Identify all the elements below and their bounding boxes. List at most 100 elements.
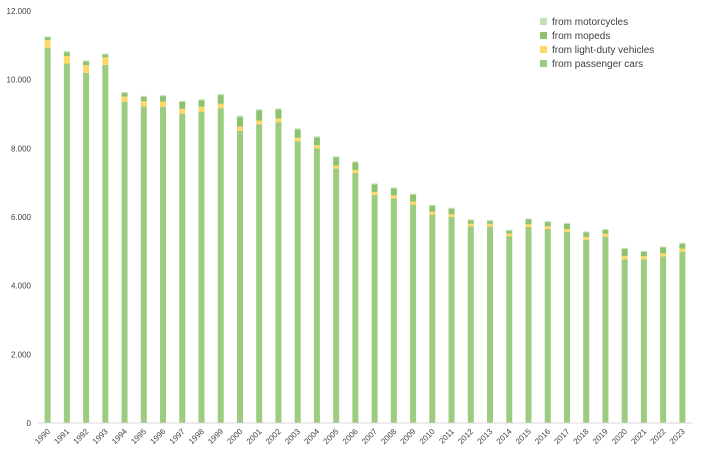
x-tick-label: 1994: [110, 427, 129, 446]
bar-segment-2-1997: [179, 108, 186, 114]
bar-segment-4-1996: [160, 95, 167, 97]
bar-segment-3-1991: [63, 52, 70, 56]
bar-segment-2-2006: [352, 169, 359, 174]
x-tick-label: 1990: [33, 427, 52, 446]
bar-segment-3-1990: [44, 37, 51, 41]
bar-segment-1-1999: [217, 108, 224, 423]
y-axis: 0 2.000 4.000 6.000 8.000 10.000 12.000: [7, 7, 32, 428]
x-tick-label: 2003: [283, 427, 302, 446]
y-tick-label: 2.000: [11, 350, 32, 359]
bar-segment-4-1998: [198, 99, 205, 101]
bar-segment-3-2009: [410, 194, 417, 202]
bar-segment-4-2000: [236, 115, 243, 118]
legend-label: from passenger cars: [552, 59, 643, 70]
y-tick-label: 12.000: [7, 7, 32, 16]
bar-segment-1-2005: [333, 168, 340, 423]
bar-segment-1-2008: [390, 198, 397, 423]
legend: from motorcycles from mopeds from light-du…: [540, 17, 654, 70]
bar-segment-4-2018: [583, 231, 590, 233]
bar-segment-4-2017: [563, 222, 570, 224]
legend-swatch: [540, 32, 547, 39]
bar-segment-1-2000: [236, 130, 243, 423]
bar-segment-1-2016: [544, 229, 551, 423]
bar-segment-4-2023: [679, 242, 686, 244]
bar-segment-1-2003: [294, 141, 301, 423]
bar-segment-1-2006: [352, 173, 359, 423]
bar-segment-4-2016: [544, 221, 551, 223]
bar-segment-1-2011: [448, 217, 455, 423]
bar-segment-2-2005: [333, 165, 340, 169]
bar-segment-1-2007: [371, 195, 378, 423]
bar-segment-3-2023: [679, 243, 686, 249]
bars: [44, 36, 686, 424]
bar-segment-3-2018: [583, 232, 590, 237]
bar-segment-2-2010: [429, 211, 436, 215]
bar-segment-3-2006: [352, 162, 359, 170]
bar-segment-1-2009: [410, 204, 417, 423]
x-tick-label: 2015: [514, 427, 533, 446]
bar-segment-1-1998: [198, 111, 205, 423]
x-tick-label: 2012: [456, 427, 475, 446]
bar-segment-4-2006: [352, 161, 359, 163]
bar-segment-2-2014: [506, 233, 513, 237]
bar-segment-1-2018: [583, 239, 590, 423]
x-tick-label: 1993: [91, 427, 110, 446]
x-tick-label: 2018: [572, 427, 591, 446]
x-tick-label: 2022: [649, 427, 668, 446]
x-tick-label: 2019: [591, 427, 610, 446]
bar-segment-2-2021: [640, 256, 647, 260]
x-tick-label: 1997: [168, 427, 187, 446]
x-tick-label: 2010: [418, 427, 437, 446]
legend-label: from motorcycles: [552, 17, 628, 28]
x-tick-label: 2020: [610, 427, 629, 446]
x-tick-label: 2004: [302, 427, 321, 446]
bar-segment-4-2022: [660, 246, 667, 248]
x-tick-label: 1999: [206, 427, 225, 446]
bar-segment-3-2012: [467, 220, 474, 224]
bar-segment-3-2001: [256, 110, 263, 121]
bar-segment-1-2021: [640, 259, 647, 423]
bar-segment-4-2010: [429, 204, 436, 207]
x-tick-label: 1991: [52, 427, 71, 446]
bar-segment-2-2012: [467, 223, 474, 227]
bar-segment-4-1997: [179, 100, 186, 102]
bar-segment-2-2023: [679, 248, 686, 252]
bar-segment-1-2001: [256, 124, 263, 424]
bar-segment-1-2010: [429, 214, 436, 423]
bar-segment-2-2017: [563, 229, 570, 232]
bar-segment-2-1992: [83, 65, 90, 73]
bar-segment-2-2011: [448, 214, 455, 217]
bar-segment-2-1993: [102, 57, 109, 65]
bar-segment-4-2013: [487, 220, 494, 222]
bar-segment-2-2004: [313, 145, 320, 149]
bar-segment-3-1996: [160, 96, 167, 102]
legend-label: from light-duty vehicles: [552, 45, 654, 56]
x-tick-label: 2013: [475, 427, 494, 446]
x-tick-label: 1995: [129, 427, 148, 446]
bar-segment-4-2004: [313, 136, 320, 138]
bar-segment-2-2001: [256, 120, 263, 125]
bar-segment-2-1996: [160, 101, 167, 107]
bar-segment-3-1997: [179, 101, 186, 109]
bar-segment-4-2005: [333, 156, 340, 158]
bar-segment-4-1992: [83, 60, 90, 62]
legend-swatch: [540, 18, 547, 25]
bar-segment-3-1999: [217, 95, 224, 104]
bar-segment-3-2017: [563, 223, 570, 230]
x-tick-label: 2011: [437, 427, 456, 446]
x-tick-label: 2023: [668, 427, 687, 446]
bar-segment-2-2018: [583, 236, 590, 240]
bar-segment-3-2005: [333, 157, 340, 166]
bar-segment-1-1990: [44, 47, 51, 424]
x-tick-label: 2017: [552, 427, 571, 446]
bar-segment-1-1994: [121, 101, 128, 423]
bar-segment-4-2020: [621, 247, 628, 249]
bar-segment-2-2008: [390, 195, 397, 199]
x-tick-label: 2008: [379, 427, 398, 446]
bar-segment-3-2016: [544, 222, 551, 227]
bar-segment-3-2014: [506, 230, 513, 234]
bar-segment-1-2013: [487, 226, 494, 423]
x-tick-label: 2005: [322, 427, 341, 446]
bar-segment-1-1997: [179, 113, 186, 423]
